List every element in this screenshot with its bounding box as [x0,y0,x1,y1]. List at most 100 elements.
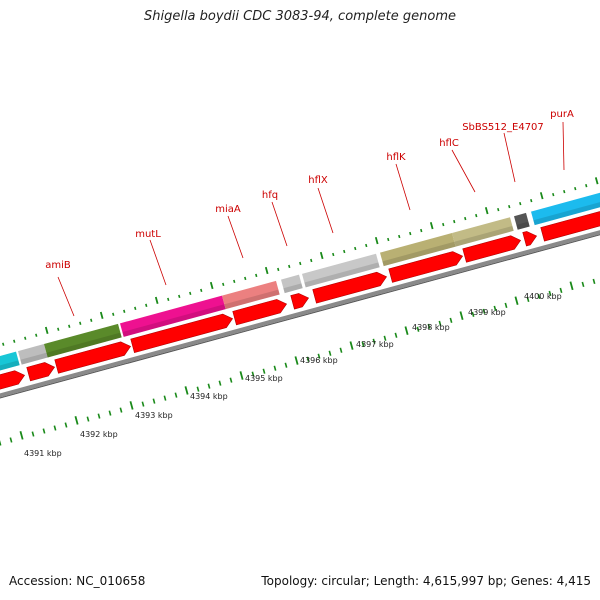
tick-mark [251,371,255,377]
gene-shade [283,283,303,294]
tick-mark [108,410,112,416]
tick-mark [79,321,82,325]
tick-mark [569,281,574,291]
gene-segment-miaa [222,280,280,310]
tick-mark [239,371,244,380]
gene-label-hflc: hflC [439,138,459,149]
gene-shade [0,360,20,371]
tick-mark [178,294,181,299]
tick-mark [559,287,563,294]
tick-mark [31,431,35,437]
tick-mark [9,437,13,443]
tick-mark [207,383,211,389]
tick-mark [548,290,552,297]
gene-label-hflk: hflK [386,152,406,163]
tick-mark [68,324,71,328]
tick-mark [13,339,16,343]
kbp-label: 4395 kbp [245,374,283,383]
tick-mark [294,356,299,365]
backbone-line [0,230,600,399]
tick-mark [453,219,456,224]
tick-mark [154,296,159,305]
tick-mark [449,317,453,323]
kbp-label: 4397 kbp [356,340,394,349]
tick-mark [97,413,101,419]
tick-mark [482,308,486,314]
gene-track [0,192,600,371]
gene-label-miaa: miaA [215,204,241,215]
gene-shade [382,241,456,267]
gene-segment [0,351,20,371]
cds-arrow [0,370,26,390]
gene-shade [304,262,380,288]
tick-mark [339,347,343,353]
genome-summary-text: Topology: circular; Length: 4,615,997 bp… [261,574,591,588]
cds-arrow [312,271,388,304]
tick-mark [497,207,500,212]
tick-mark [519,201,522,206]
tick-mark [273,365,277,371]
tick-mark [416,326,420,332]
tick-mark [585,184,588,188]
tick-mark [218,380,222,386]
tick-mark [222,282,225,287]
tick-mark [471,311,475,317]
kbp-label: 4394 kbp [190,392,228,401]
tick-mark [343,249,346,254]
tick-mark [475,213,478,218]
accession-text: Accession: NC_010658 [9,574,146,588]
tick-mark [141,401,145,407]
tick-mark [229,377,233,383]
tick-mark [264,266,269,275]
gene-shade [224,289,280,310]
tick-mark [288,264,291,269]
leader-line-pura [562,121,565,171]
tick-mark [537,293,541,300]
tick-mark [563,189,566,194]
cds-arrow [232,299,288,326]
tick-mark [2,342,5,346]
tick-mark [404,326,409,335]
outer-tick-ring [2,177,599,346]
gene-shade [533,202,600,226]
tick-mark [277,267,280,272]
tick-mark [129,401,134,410]
tick-mark [349,341,354,350]
tick-mark [90,318,93,322]
tick-mark [24,336,27,340]
tick-mark [0,440,2,446]
tick-mark [174,392,178,398]
tick-mark [189,291,192,296]
tick-mark [44,326,49,334]
kbp-label: 4392 kbp [80,430,118,439]
kbp-labels: 4391 kbp 4392 kbp 4393 kbp 4394 kbp 4395… [24,292,562,458]
gene-segment-sbbs512 [514,212,530,230]
gene-segment-amib [44,323,122,358]
tick-mark [123,309,126,313]
tick-mark [57,327,60,331]
gene-label-mutl: mutL [135,229,161,240]
tick-mark [383,335,387,341]
tick-mark [152,398,156,404]
tick-mark [427,323,431,329]
cds-arrow [54,341,132,374]
cds-arrow [388,251,464,283]
tick-mark [64,422,68,428]
tick-mark [99,311,104,319]
gene-segment [18,344,48,365]
tick-mark [53,425,57,431]
kbp-label: 4398 kbp [412,323,450,332]
tick-mark [526,296,530,303]
gene-shade [122,304,226,337]
tick-mark [592,278,596,285]
gene-segment-pura [531,192,600,226]
gene-label-amib: amiB [45,260,71,271]
gene-labels: amiB mutL miaA hfq hflX hflK hflC SbBS51… [45,109,574,317]
leader-line-hflc [451,149,476,193]
leader-line-hflx [317,187,334,234]
leader-line-mutl [149,239,167,286]
gene-segment-hfq [281,274,303,294]
tick-mark [35,333,38,337]
tick-mark [119,407,123,413]
tick-mark [310,258,313,263]
